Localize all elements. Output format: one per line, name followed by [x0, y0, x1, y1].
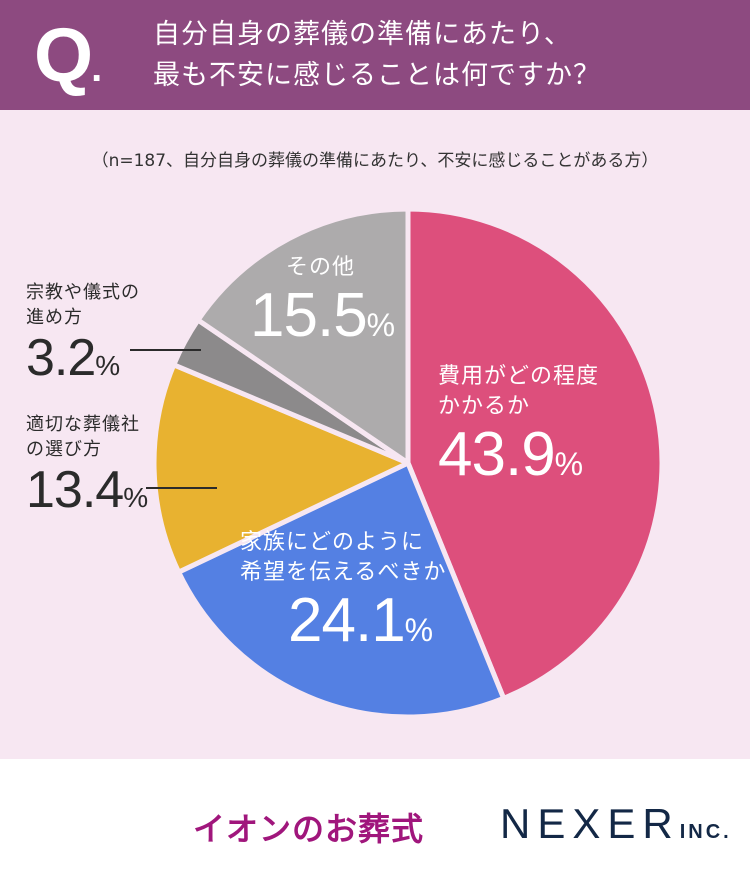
title-line-1: 自分自身の葬儀の準備にあたり、 [153, 19, 572, 50]
title-line-2: 最も不安に感じることは何ですか？ [153, 60, 601, 91]
label-cost: 費用がどの程度 かかるか 43.9% [438, 364, 600, 489]
slice-company [151, 362, 411, 575]
q-mark: Q. [34, 13, 102, 98]
slice-other [195, 206, 411, 466]
aeon-funeral-logo: イオンのお葬式 [193, 810, 425, 848]
sample-note: （n=187、自分自身の葬儀の準備にあたり、不安に感じることがある方） [91, 151, 659, 171]
question-header: Q. 自分自身の葬儀の準備にあたり、 最も不安に感じることは何ですか？ [0, 0, 750, 110]
nexer-logo: NEXERINC. [500, 800, 732, 847]
label-family: 家族にどのように 希望を伝えるべきか 24.1% [240, 530, 447, 655]
label-other: その他 15.5% [250, 255, 395, 350]
question-title: 自分自身の葬儀の準備にあたり、 最も不安に感じることは何ですか？ [153, 14, 601, 96]
label-company: 適切な葬儀社 の選び方 13.4% [26, 414, 148, 519]
label-religion: 宗教や儀式の 進め方 3.2% [26, 282, 140, 387]
slice-family [176, 460, 507, 720]
leader-line-company [146, 487, 217, 489]
slice-cost [405, 206, 665, 701]
leader-line-religion [130, 349, 201, 351]
